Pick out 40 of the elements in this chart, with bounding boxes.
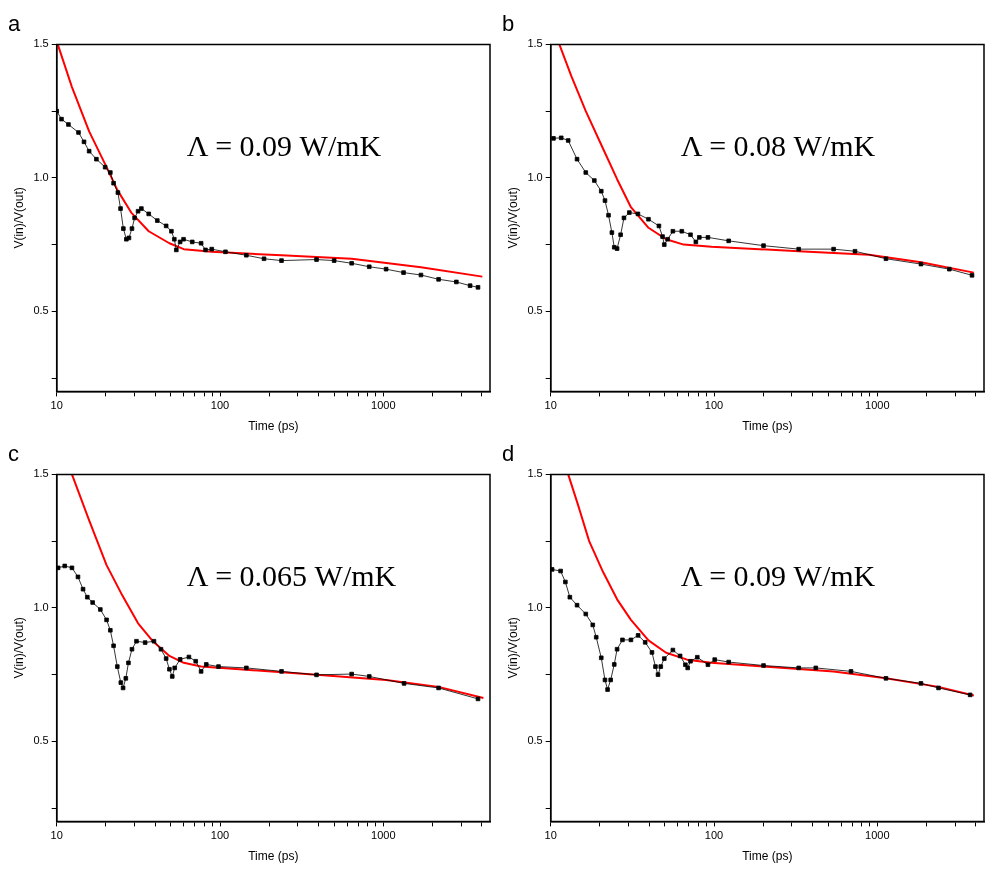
x-axis-title: Time (ps) (742, 849, 793, 864)
y-tick-label: 1.5 (33, 467, 49, 480)
y-axis-title: V(in)/V(out) (11, 617, 26, 679)
chart-title: c (8, 441, 19, 467)
x-tick-label: 100 (210, 829, 230, 842)
y-tick-label: 0.5 (33, 734, 49, 747)
x-tick-label: 1000 (371, 829, 396, 842)
x-axis-title: Time (ps) (248, 849, 299, 864)
x-tick-label: 10 (50, 399, 63, 412)
annotation: Λ = 0.08 W/mK (680, 129, 876, 163)
y-tick-label: 1.5 (527, 37, 543, 50)
x-tick-label: 10 (544, 399, 557, 412)
x-axis-title: Time (ps) (742, 419, 793, 434)
y-tick-label: 0.5 (527, 734, 543, 747)
y-tick-label: 1.0 (33, 170, 49, 183)
x-tick-label: 10 (544, 829, 557, 842)
chart-title: b (502, 11, 515, 37)
y-tick-label: 1.0 (527, 600, 543, 613)
x-tick-label: 10 (50, 829, 63, 842)
chart-title: d (502, 441, 515, 467)
y-tick-label: 1.5 (33, 37, 49, 50)
annotation: Λ = 0.065 W/mK (186, 559, 397, 593)
y-tick-label: 1.0 (33, 600, 49, 613)
y-axis-title: V(in)/V(out) (505, 187, 520, 249)
y-tick-label: 0.5 (527, 304, 543, 317)
x-tick-label: 1000 (371, 399, 396, 412)
x-tick-label: 100 (704, 399, 724, 412)
chart-title: a (8, 11, 21, 37)
annotation: Λ = 0.09 W/mK (680, 559, 876, 593)
x-tick-label: 1000 (865, 829, 890, 842)
y-tick-label: 1.5 (527, 467, 543, 480)
y-axis-title: V(in)/V(out) (505, 617, 520, 679)
y-tick-label: 1.0 (527, 170, 543, 183)
x-tick-label: 1000 (865, 399, 890, 412)
x-axis-title: Time (ps) (248, 419, 299, 434)
x-tick-label: 100 (704, 829, 724, 842)
annotation: Λ = 0.09 W/mK (186, 129, 382, 163)
x-tick-label: 100 (210, 399, 230, 412)
y-axis-title: V(in)/V(out) (11, 187, 26, 249)
y-tick-label: 0.5 (33, 304, 49, 317)
